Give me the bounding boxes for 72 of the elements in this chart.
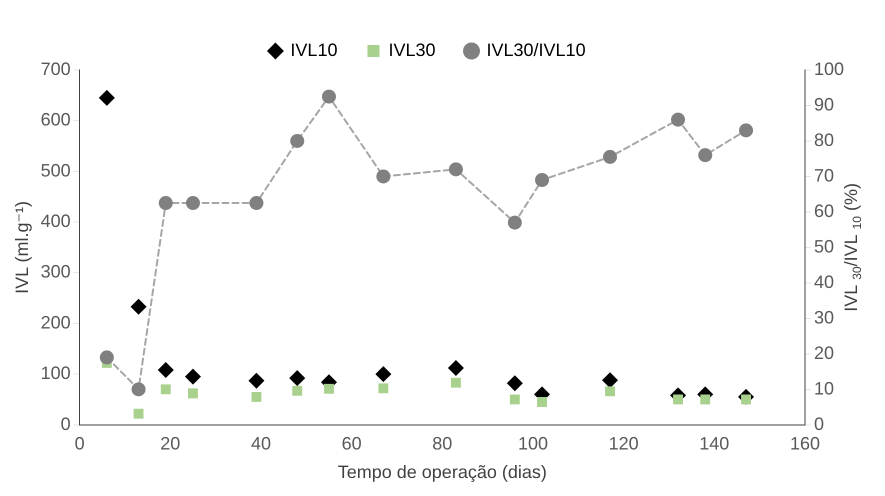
point (506, 375, 523, 392)
point (378, 383, 388, 394)
point (292, 386, 302, 396)
y-tick-label: 0 (60, 414, 71, 434)
point (248, 372, 264, 389)
point (130, 298, 147, 315)
y2-tick-label: 10 (814, 378, 834, 398)
point (535, 172, 550, 187)
point (375, 366, 392, 382)
point (673, 394, 683, 404)
x-axis-title: Tempo de operação (dias) (338, 462, 547, 482)
y2-tick-label: 70 (814, 165, 834, 186)
legend-label: IVL10 (290, 40, 338, 60)
y2-tick-label: 50 (814, 236, 834, 256)
x-tick-label: 40 (250, 434, 271, 454)
point (188, 388, 198, 398)
point (98, 90, 115, 106)
y2-tick-label: 30 (814, 307, 834, 328)
point (739, 123, 754, 138)
y2-tick-label: 20 (814, 342, 834, 363)
point (448, 360, 464, 376)
y-tick-label: 700 (40, 58, 71, 79)
y2-tick-label: 90 (814, 94, 834, 114)
point (450, 378, 461, 388)
y2-tick-label: 60 (814, 200, 834, 221)
y-tick-label: 200 (40, 312, 71, 332)
point (671, 112, 686, 127)
point (700, 394, 710, 404)
point (510, 394, 520, 404)
point (698, 148, 712, 162)
x-tick-label: 60 (342, 434, 362, 454)
x-tick-label: 160 (790, 434, 820, 454)
y-tick-label: 300 (40, 262, 71, 282)
point (602, 372, 618, 388)
point (160, 384, 171, 394)
x-tick-label: 120 (608, 434, 639, 454)
point (184, 368, 201, 385)
point (322, 90, 336, 104)
y2-axis-title: IVL 30/IVL 10 (%) (841, 183, 864, 312)
x-tick-label: 140 (699, 434, 730, 454)
y2-tick-label: 100 (814, 58, 844, 79)
point (132, 382, 146, 396)
point (290, 134, 304, 148)
point (100, 350, 114, 364)
y-tick-label: 500 (40, 160, 71, 180)
point (134, 408, 144, 419)
point (289, 370, 306, 386)
legend-label: IVL30 (388, 40, 436, 60)
point (186, 196, 200, 210)
point (448, 162, 463, 176)
y2-tick-label: 80 (814, 130, 834, 150)
point (603, 150, 618, 164)
x-tick-label: 0 (74, 434, 85, 454)
point (158, 196, 173, 210)
y-tick-label: 400 (40, 211, 71, 232)
point (158, 362, 174, 378)
y-tick-label: 600 (40, 110, 71, 130)
y-axis-title: IVL (ml.g⁻¹) (12, 200, 32, 294)
point (508, 216, 522, 230)
x-tick-label: 80 (432, 434, 452, 454)
legend-label: IVL30/IVL10 (486, 40, 586, 60)
point (251, 392, 262, 402)
y-tick-label: 100 (40, 363, 71, 384)
x-tick-label: 20 (160, 434, 180, 454)
point (605, 386, 615, 396)
y2-tick-label: 0 (814, 414, 824, 434)
y2-tick-label: 40 (814, 272, 834, 292)
point (376, 169, 390, 184)
point (249, 196, 264, 210)
x-tick-label: 100 (518, 434, 548, 454)
point (537, 397, 547, 407)
point (324, 384, 334, 394)
